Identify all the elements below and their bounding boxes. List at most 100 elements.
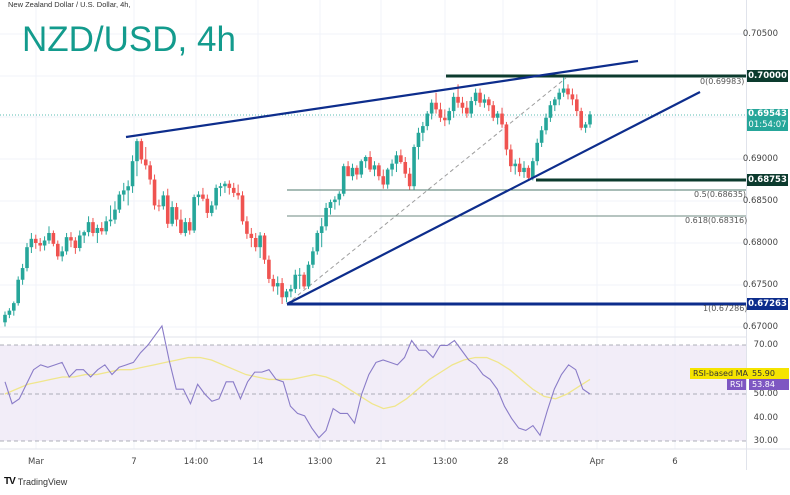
candle-body (271, 278, 276, 287)
candle-body (258, 235, 262, 248)
candle-body (69, 237, 73, 241)
candle-body (500, 113, 504, 125)
time-axis-label: 7 (131, 457, 137, 467)
rsi-axis-label: 30.00 (753, 436, 778, 446)
candle-body (152, 179, 157, 206)
candles (3, 77, 592, 327)
candle-body (535, 142, 540, 162)
price-axis-label: 0.68500 (742, 196, 778, 206)
candle-body (381, 176, 386, 185)
price-axis-label: 0.69000 (742, 154, 778, 164)
candle-body (553, 99, 557, 106)
symbol-description: New Zealand Dollar / U.S. Dollar, 4h, (8, 0, 131, 9)
candle-body (478, 92, 482, 103)
fib-label-0618: 0.618(0.68316) (685, 216, 748, 225)
candle-body (245, 221, 249, 234)
candle-body (236, 192, 240, 196)
rsi-reference-lines (0, 344, 746, 442)
candle-body (517, 163, 522, 173)
price-axis-label: 0.68000 (742, 238, 778, 248)
candle-body (7, 310, 12, 315)
candle-body (20, 268, 25, 280)
candle-body (280, 283, 284, 298)
candle-body (289, 288, 293, 292)
candle-body (438, 109, 443, 118)
candle-body (526, 167, 531, 178)
candle-body (544, 117, 548, 131)
candle-body (209, 205, 214, 213)
candle-body (82, 232, 86, 236)
rsi-axis-label: 50.00 (753, 389, 778, 399)
candle-body (513, 163, 518, 167)
candle-body (121, 190, 126, 195)
candle-body (139, 141, 144, 160)
candle-body (99, 227, 104, 232)
candle-body (38, 243, 42, 246)
price-axis-label: 0.67000 (742, 322, 778, 332)
candle-body (117, 194, 122, 210)
brand-text: TradingView (17, 476, 68, 487)
candle-body (227, 183, 232, 188)
candle-body (135, 141, 139, 162)
candle-body (407, 173, 412, 187)
candle-body (333, 199, 337, 203)
price-axis-label: 0.70500 (742, 29, 778, 39)
resistance-price-tag: 0.70000 (747, 70, 788, 82)
upper-trendline[interactable] (125, 59, 639, 139)
candle-body (51, 232, 56, 244)
candle-body (561, 88, 566, 93)
candle-body (113, 209, 117, 220)
candle-body (165, 195, 170, 224)
lower-trendline[interactable] (286, 91, 701, 305)
bar-countdown: 01:54:07 (748, 120, 787, 130)
candle-body (253, 237, 258, 248)
candle-body (504, 124, 509, 150)
price-axis-label: 0.67500 (742, 280, 778, 290)
candle-body (324, 207, 328, 227)
candle-body (390, 163, 394, 170)
candle-body (469, 101, 474, 114)
candle-body (385, 169, 390, 185)
time-axis-label: Apr (589, 457, 605, 467)
tradingview-brand[interactable]: TV TradingView (4, 476, 67, 487)
candle-body (368, 156, 372, 170)
candle-body (425, 113, 430, 127)
candle-body (487, 99, 491, 106)
time-axis-label: 14:00 (183, 457, 209, 467)
candle-body (337, 193, 342, 200)
candle-body (399, 155, 403, 163)
time-axis-label: 14 (252, 457, 264, 467)
candle-body (491, 105, 496, 118)
candle-body (108, 219, 113, 222)
current-price-tag: 0.69543 01:54:07 (747, 109, 788, 131)
candle-body (302, 274, 306, 287)
candle-body (456, 96, 460, 103)
candle-body (421, 126, 425, 133)
candle-body (77, 235, 82, 249)
candle-body (522, 167, 526, 173)
candle-body (33, 238, 38, 243)
candle-body (47, 232, 51, 241)
candle-body (583, 124, 588, 128)
candle-body (315, 232, 320, 252)
candle-body (297, 274, 302, 276)
candle-body (319, 226, 324, 233)
time-axis-label: 28 (497, 457, 509, 467)
candle-body (130, 161, 135, 187)
candle-body (262, 235, 267, 260)
rsi-ma-line (4, 356, 591, 410)
candle-body (346, 166, 350, 177)
candle-body (214, 187, 218, 206)
candle-body (588, 114, 592, 125)
candle-body (126, 186, 130, 191)
candle-body (16, 279, 20, 304)
candle-body (148, 165, 152, 180)
candle-body (355, 167, 359, 175)
candle-body (548, 105, 553, 118)
support-mid-price-tag: 0.68753 (747, 174, 788, 186)
candle-body (447, 111, 452, 121)
candle-body (25, 247, 29, 269)
candle-body (275, 283, 280, 287)
candle-body (205, 198, 210, 213)
